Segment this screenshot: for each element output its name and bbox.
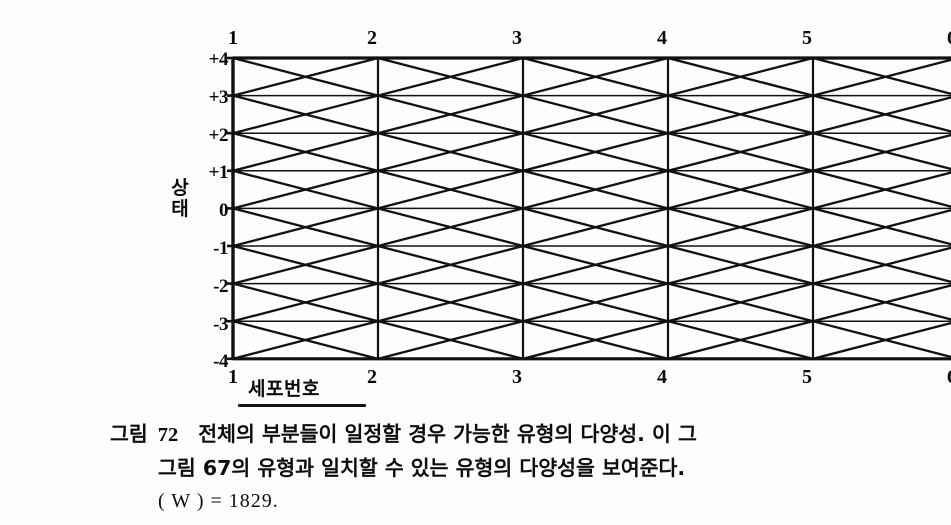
x-tick-top-3: 3 bbox=[512, 27, 522, 49]
x-tick-bottom-3: 3 bbox=[512, 366, 522, 388]
figure-lattice-diagram: +4 +3 +2 +1 0 -1 -2 -3 -4 상 태 1 2 3 4 5 … bbox=[168, 27, 951, 400]
y-tick-plus3: +3 bbox=[208, 87, 229, 108]
y-tick-plus1: +1 bbox=[208, 162, 229, 183]
y-axis-title-char-1: 상 bbox=[171, 177, 189, 199]
x-tick-bottom-2: 2 bbox=[367, 366, 377, 388]
y-tick-plus2: +2 bbox=[208, 125, 229, 146]
caption-line-3: ( W ) = 1829. bbox=[158, 490, 279, 513]
lattice-svg bbox=[227, 56, 951, 361]
caption-line-1-text: 전체의 부분들이 일정할 경우 가능한 유형의 다양성. 이 그 bbox=[198, 422, 697, 446]
x-tick-top-4: 4 bbox=[657, 27, 667, 49]
y-tick-minus3: -3 bbox=[213, 314, 228, 335]
caption-number: 72 bbox=[157, 424, 179, 446]
x-tick-top-1: 1 bbox=[228, 27, 238, 49]
y-tick-minus4: -4 bbox=[213, 351, 228, 372]
axis-frame bbox=[227, 56, 951, 361]
x-tick-bottom-1: 1 bbox=[228, 366, 238, 388]
x-tick-top-2: 2 bbox=[367, 27, 377, 49]
y-axis-title: 상 태 bbox=[168, 177, 192, 221]
caption-label: 그림 bbox=[110, 424, 148, 446]
caption-line-1: 그림 72 전체의 부분들이 일정할 경우 가능한 유형의 다양성. 이 그 bbox=[110, 418, 951, 452]
figure-caption: 그림 72 전체의 부분들이 일정할 경우 가능한 유형의 다양성. 이 그 그림 … bbox=[110, 418, 951, 518]
x-tick-top-6: 6 bbox=[932, 28, 951, 48]
x-tick-bottom-6: 6 bbox=[932, 367, 951, 387]
y-tick-plus4: +4 bbox=[208, 49, 229, 70]
x-tick-bottom-5: 5 bbox=[802, 366, 812, 388]
lattice-line-group bbox=[231, 56, 951, 361]
y-axis-title-char-2: 태 bbox=[171, 198, 189, 221]
y-tick-zero: 0 bbox=[219, 200, 229, 221]
caption-line-2: 그림 67의 유형과 일치할 수 있는 유형의 다양성을 보여준다. bbox=[158, 456, 686, 481]
x-tick-top-5: 5 bbox=[802, 27, 812, 49]
y-tick-minus2: -2 bbox=[213, 276, 228, 297]
caption-divider-rule bbox=[238, 404, 366, 407]
y-tick-minus1: -1 bbox=[213, 238, 228, 259]
x-tick-bottom-4: 4 bbox=[657, 366, 667, 388]
x-axis-title: 세포번호 bbox=[248, 378, 320, 400]
